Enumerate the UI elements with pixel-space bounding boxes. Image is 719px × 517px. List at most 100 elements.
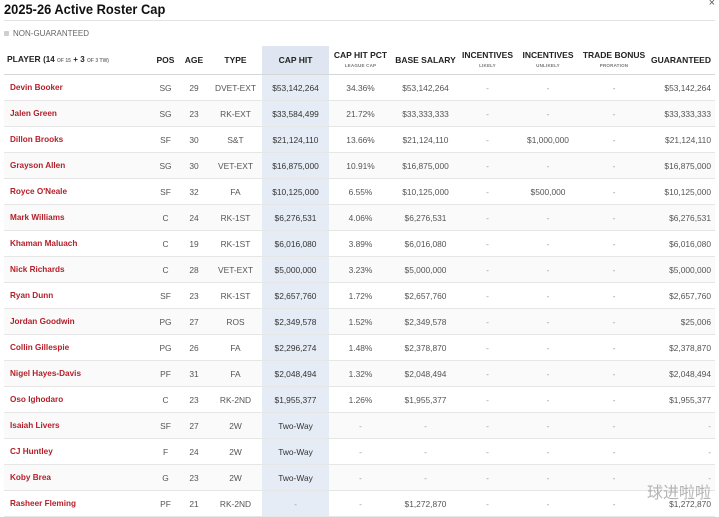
col-header-incentives-likely[interactable]: INCENTIVES LIKELY — [459, 46, 516, 75]
table-row: Jalen Green SG 23 RK-EXT $33,584,499 21.72% $3… — [4, 100, 715, 127]
cell-trade-bonus: - — [580, 178, 648, 205]
cell-base-salary: $1,272,870 — [392, 490, 459, 517]
cell-base-salary: $5,000,000 — [392, 256, 459, 283]
cell-type: VET-EXT — [209, 256, 262, 283]
cell-guaranteed: - — [648, 412, 715, 439]
cell-age: 30 — [179, 152, 209, 179]
cell-trade-bonus: - — [580, 152, 648, 179]
cell-pos: C — [152, 204, 179, 231]
cell-cap-hit-pct: 21.72% — [329, 100, 392, 127]
player-name-link[interactable]: Koby Brea — [4, 464, 152, 491]
player-name-link[interactable]: Jalen Green — [4, 100, 152, 127]
cell-incentives-unlikely: - — [516, 230, 580, 257]
table-row: Grayson Allen SG 30 VET-EXT $16,875,000 10.91… — [4, 152, 715, 179]
col-header-cap-hit[interactable]: CAP HIT — [262, 46, 329, 75]
player-name-link[interactable]: Nigel Hayes-Davis — [4, 360, 152, 387]
cell-pos: C — [152, 386, 179, 413]
cell-cap-hit-pct: - — [329, 438, 392, 465]
cell-incentives-unlikely: $1,000,000 — [516, 126, 580, 153]
col-header-guaranteed[interactable]: GUARANTEED — [648, 46, 715, 75]
cell-incentives-likely: - — [459, 308, 516, 335]
table-row: Devin Booker SG 29 DVET-EXT $53,142,264 34.36… — [4, 74, 715, 101]
col-header-base-salary[interactable]: BASE SALARY — [392, 46, 459, 75]
table-row: Dillon Brooks SF 30 S&T $21,124,110 13.66% $21… — [4, 126, 715, 153]
col-header-incentives-unlikely[interactable]: INCENTIVES UNLIKELY — [516, 46, 580, 75]
table-row: Nigel Hayes-Davis PF 31 FA $2,048,494 1.32% $2… — [4, 360, 715, 387]
cell-age: 21 — [179, 490, 209, 517]
player-name-link[interactable]: Collin Gillespie — [4, 334, 152, 361]
cell-type: RK-1ST — [209, 282, 262, 309]
player-name-link[interactable]: Devin Booker — [4, 74, 152, 101]
col-header-age[interactable]: AGE — [179, 46, 209, 75]
cell-incentives-unlikely: - — [516, 438, 580, 465]
cell-age: 19 — [179, 230, 209, 257]
cell-cap-hit-pct: 6.55% — [329, 178, 392, 205]
cell-type: 2W — [209, 438, 262, 465]
title-divider — [4, 20, 715, 21]
cell-age: 23 — [179, 464, 209, 491]
cell-base-salary: $33,333,333 — [392, 100, 459, 127]
col-header-cap-hit-pct[interactable]: CAP HIT PCT LEAGUE CAP — [329, 46, 392, 75]
cell-cap-hit: $6,016,080 — [262, 230, 329, 257]
player-name-link[interactable]: Nick Richards — [4, 256, 152, 283]
cell-guaranteed: $10,125,000 — [648, 178, 715, 205]
cell-age: 23 — [179, 100, 209, 127]
col-header-type[interactable]: TYPE — [209, 46, 262, 75]
player-name-link[interactable]: Royce O'Neale — [4, 178, 152, 205]
page-title: 2025-26 Active Roster Cap — [4, 1, 166, 17]
player-name-link[interactable]: CJ Huntley — [4, 438, 152, 465]
table-row: Mark Williams C 24 RK-1ST $6,276,531 4.06% $6,… — [4, 204, 715, 231]
cell-pos: SF — [152, 412, 179, 439]
player-name-link[interactable]: Isaiah Livers — [4, 412, 152, 439]
cell-cap-hit-pct: 1.52% — [329, 308, 392, 335]
cell-guaranteed: $21,124,110 — [648, 126, 715, 153]
col-header-trade-bonus[interactable]: TRADE BONUS PRORATION — [580, 46, 648, 75]
cell-trade-bonus: - — [580, 74, 648, 101]
cell-incentives-unlikely: - — [516, 386, 580, 413]
cell-base-salary: $21,124,110 — [392, 126, 459, 153]
cell-base-salary: - — [392, 464, 459, 491]
watermark: 球进啦啦 — [646, 483, 711, 502]
cell-cap-hit-pct: - — [329, 412, 392, 439]
table-row: Rasheer Fleming PF 21 RK-2ND - - $1,272,870- - -… — [4, 490, 715, 517]
table-row: Khaman Maluach C 19 RK-1ST $6,016,080 3.89% $6… — [4, 230, 715, 257]
cell-pos: SF — [152, 178, 179, 205]
cell-incentives-likely: - — [459, 152, 516, 179]
player-name-link[interactable]: Oso Ighodaro — [4, 386, 152, 413]
cell-base-salary: - — [392, 412, 459, 439]
col-header-player[interactable]: PLAYER (14 OF 15 + 3 OF 3 TW) — [4, 46, 152, 75]
cell-base-salary: $53,142,264 — [392, 74, 459, 101]
player-name-link[interactable]: Dillon Brooks — [4, 126, 152, 153]
cell-trade-bonus: - — [580, 334, 648, 361]
cell-pos: PG — [152, 334, 179, 361]
player-name-link[interactable]: Ryan Dunn — [4, 282, 152, 309]
cell-trade-bonus: - — [580, 412, 648, 439]
cell-pos: PF — [152, 490, 179, 517]
cell-trade-bonus: - — [580, 490, 648, 517]
cell-pos: C — [152, 230, 179, 257]
cell-pos: SF — [152, 126, 179, 153]
cell-type: ROS — [209, 308, 262, 335]
cell-guaranteed: $6,016,080 — [648, 230, 715, 257]
cell-cap-hit-pct: - — [329, 464, 392, 491]
cell-age: 30 — [179, 126, 209, 153]
cell-trade-bonus: - — [580, 360, 648, 387]
cell-type: 2W — [209, 464, 262, 491]
cell-age: 26 — [179, 334, 209, 361]
close-icon[interactable]: × — [708, 0, 715, 9]
cell-incentives-unlikely: - — [516, 334, 580, 361]
cell-type: S&T — [209, 126, 262, 153]
cell-age: 28 — [179, 256, 209, 283]
player-name-link[interactable]: Jordan Goodwin — [4, 308, 152, 335]
player-name-link[interactable]: Rasheer Fleming — [4, 490, 152, 517]
col-header-pos[interactable]: POS — [152, 46, 179, 75]
cell-type: FA — [209, 178, 262, 205]
player-name-link[interactable]: Mark Williams — [4, 204, 152, 231]
cell-trade-bonus: - — [580, 464, 648, 491]
player-name-link[interactable]: Khaman Maluach — [4, 230, 152, 257]
cell-guaranteed: - — [648, 464, 715, 491]
cell-cap-hit: Two-Way — [262, 464, 329, 491]
player-name-link[interactable]: Grayson Allen — [4, 152, 152, 179]
table-row: Nick Richards C 28 VET-EXT $5,000,000 3.23% $5… — [4, 256, 715, 283]
legend-label: NON-GUARANTEED — [13, 29, 90, 38]
